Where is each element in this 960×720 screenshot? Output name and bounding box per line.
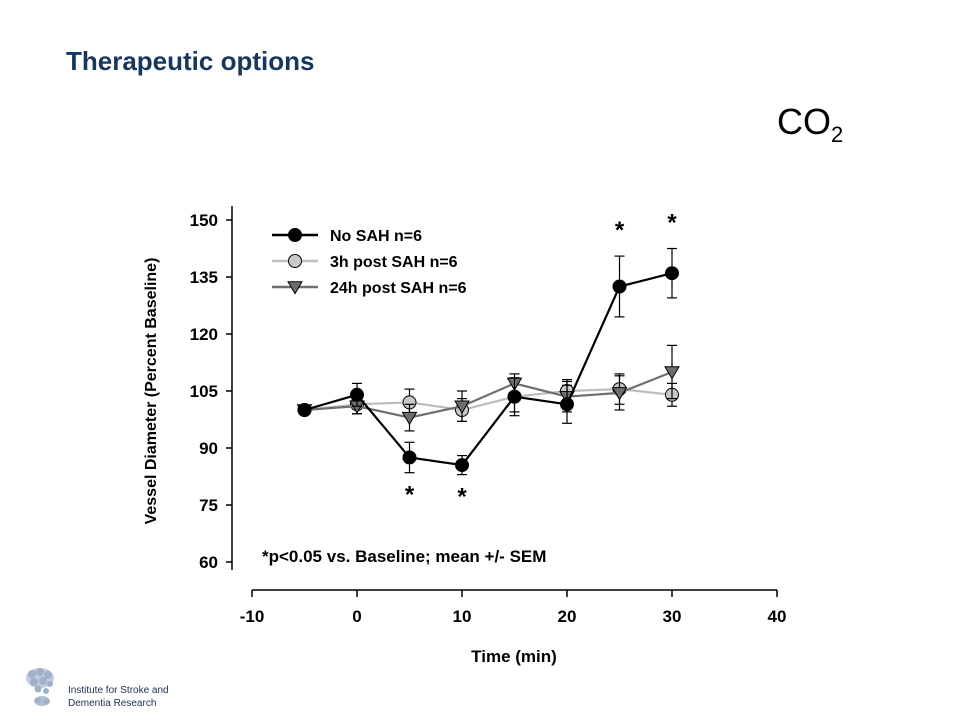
x-tick-label: -10 — [240, 607, 265, 626]
x-tick-label: 30 — [663, 607, 682, 626]
data-point — [350, 387, 364, 402]
y-axis-label: Vessel Diameter (Percent Baseline) — [143, 258, 160, 525]
data-point — [401, 411, 418, 426]
data-point — [507, 389, 522, 404]
data-point — [454, 400, 470, 414]
data-point — [402, 450, 417, 465]
data-point — [665, 266, 679, 281]
logo-line-1: Institute for Stroke and — [68, 685, 169, 696]
data-point — [297, 403, 312, 417]
x-tick-label: 40 — [768, 607, 787, 626]
y-tick-label: 150 — [190, 211, 218, 230]
data-point — [560, 397, 574, 412]
y-tick-label: 60 — [199, 553, 218, 572]
stimulus-subscript: 2 — [831, 122, 844, 147]
y-tick-label: 105 — [190, 382, 218, 401]
legend-label: 24h post SAH n=6 — [330, 280, 467, 297]
legend-marker — [288, 254, 302, 268]
significance-star: * — [615, 217, 625, 244]
significance-star: * — [457, 484, 467, 511]
series-line — [304, 272, 673, 467]
legend-label: No SAH n=6 — [330, 228, 422, 245]
series-line — [304, 370, 673, 419]
stimulus-label: CO2 — [777, 101, 843, 148]
legend-marker — [288, 228, 302, 242]
x-tick-label: 20 — [558, 607, 577, 626]
y-tick-label: 75 — [199, 496, 218, 515]
legend-label: 3h post SAH n=6 — [330, 254, 458, 271]
x-tick-label: 10 — [453, 607, 472, 626]
significance-star: * — [405, 482, 415, 509]
stimulus-text: CO — [777, 101, 831, 142]
brain-logo-icon — [26, 668, 54, 706]
y-tick-label: 135 — [190, 268, 218, 287]
slide-title: Therapeutic options — [66, 46, 315, 76]
x-axis-label: Time (min) — [471, 647, 557, 666]
data-point — [455, 458, 469, 473]
y-tick-label: 90 — [199, 439, 218, 458]
data-point — [664, 366, 680, 380]
data-point — [612, 279, 627, 294]
logo-line-2: Dementia Research — [68, 698, 157, 709]
legend-marker — [287, 281, 303, 295]
chart-annotation: *p<0.05 vs. Baseline; mean +/- SEM — [262, 547, 546, 566]
y-tick-label: 120 — [190, 325, 218, 344]
data-point — [611, 387, 628, 401]
institute-logo-text: Institute for Stroke and Dementia Resear… — [68, 684, 169, 710]
x-tick-label: 0 — [352, 607, 361, 626]
significance-star: * — [667, 210, 677, 237]
